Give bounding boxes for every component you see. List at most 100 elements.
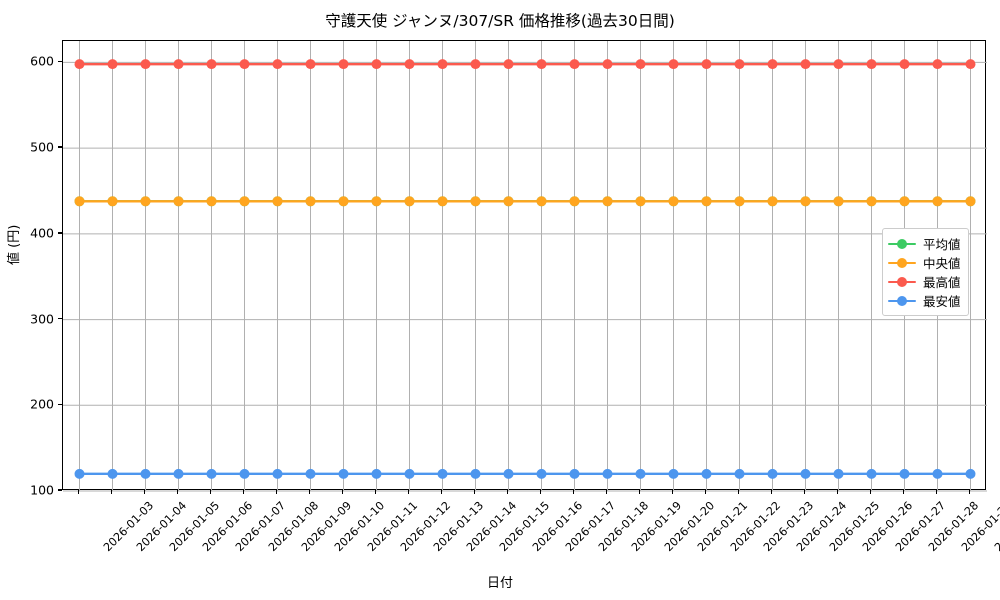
data-point[interactable] [932,468,943,479]
data-point[interactable] [107,196,118,207]
data-point[interactable] [239,196,250,207]
data-point[interactable] [569,468,580,479]
data-point[interactable] [965,59,976,70]
data-point[interactable] [173,196,184,207]
data-point[interactable] [107,59,118,70]
data-point[interactable] [140,468,151,479]
data-point[interactable] [602,59,613,70]
data-point[interactable] [602,196,613,207]
data-point[interactable] [503,196,514,207]
data-point[interactable] [635,59,646,70]
data-point[interactable] [470,59,481,70]
data-point[interactable] [800,59,811,70]
x-tick-mark [704,490,707,494]
data-point[interactable] [173,59,184,70]
data-point[interactable] [734,59,745,70]
data-point[interactable] [701,468,712,479]
data-point[interactable] [833,59,844,70]
data-point[interactable] [833,468,844,479]
data-point[interactable] [437,196,448,207]
y-tick-mark [58,317,62,320]
data-point[interactable] [404,196,415,207]
data-point[interactable] [536,468,547,479]
legend-item-最高値[interactable]: 最高値 [888,272,961,291]
data-point[interactable] [965,196,976,207]
data-point[interactable] [767,59,778,70]
data-point[interactable] [800,468,811,479]
data-point[interactable] [140,196,151,207]
data-point[interactable] [404,59,415,70]
data-point[interactable] [404,468,415,479]
data-point[interactable] [899,468,910,479]
data-point[interactable] [437,59,448,70]
data-point[interactable] [569,59,580,70]
data-point[interactable] [107,468,118,479]
data-point[interactable] [767,468,778,479]
data-point[interactable] [701,196,712,207]
data-point[interactable] [668,468,679,479]
chart-title: 守護天使 ジャンヌ/307/SR 価格推移(過去30日間) [325,12,675,30]
data-point[interactable] [140,59,151,70]
data-point[interactable] [74,59,85,70]
legend-swatch-icon [888,275,916,289]
legend-swatch-icon [888,237,916,251]
data-point[interactable] [833,196,844,207]
data-point[interactable] [338,468,349,479]
data-point[interactable] [866,468,877,479]
data-point[interactable] [206,196,217,207]
data-point[interactable] [635,468,646,479]
data-point[interactable] [503,468,514,479]
data-point[interactable] [173,468,184,479]
data-point[interactable] [437,468,448,479]
data-point[interactable] [668,59,679,70]
data-point[interactable] [272,468,283,479]
data-point[interactable] [74,468,85,479]
data-point[interactable] [932,59,943,70]
data-point[interactable] [734,196,745,207]
data-point[interactable] [272,59,283,70]
data-point[interactable] [371,59,382,70]
data-point[interactable] [767,196,778,207]
chart-legend[interactable]: 平均値 中央値 最高値 最安値 [882,228,969,316]
legend-item-平均値[interactable]: 平均値 [888,234,961,253]
series-最高値 [74,59,976,70]
data-point[interactable] [866,59,877,70]
y-tick-mark [58,403,62,405]
data-point[interactable] [239,59,250,70]
data-point[interactable] [206,59,217,70]
data-point[interactable] [338,196,349,207]
data-point[interactable] [239,468,250,479]
data-point[interactable] [602,468,613,479]
data-point[interactable] [371,196,382,207]
data-point[interactable] [635,196,646,207]
data-point[interactable] [74,196,85,207]
data-point[interactable] [899,59,910,70]
data-point[interactable] [866,196,877,207]
data-point[interactable] [569,196,580,207]
y-tick-label: 100 [30,482,54,498]
data-point[interactable] [503,59,514,70]
data-point[interactable] [734,468,745,479]
data-point[interactable] [305,196,316,207]
data-point[interactable] [338,59,349,70]
y-tick-label: 400 [30,225,54,241]
x-tick-mark [869,490,872,494]
data-point[interactable] [536,196,547,207]
data-point[interactable] [305,468,316,479]
legend-item-最安値[interactable]: 最安値 [888,291,961,310]
legend-item-中央値[interactable]: 中央値 [888,253,961,272]
data-point[interactable] [932,196,943,207]
data-point[interactable] [371,468,382,479]
data-point[interactable] [800,196,811,207]
data-point[interactable] [206,468,217,479]
data-point[interactable] [272,196,283,207]
data-point[interactable] [899,196,910,207]
data-point[interactable] [470,468,481,479]
data-point[interactable] [965,468,976,479]
data-point[interactable] [701,59,712,70]
data-point[interactable] [668,196,679,207]
data-point[interactable] [305,59,316,70]
data-point[interactable] [470,196,481,207]
data-point[interactable] [536,59,547,70]
x-tick-mark [803,490,806,494]
